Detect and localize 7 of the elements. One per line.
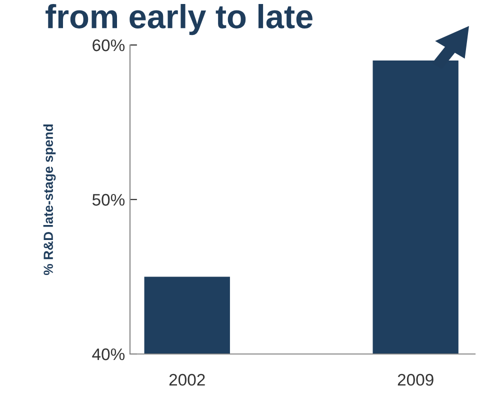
y-axis-title: % R&D late-stage spend	[43, 124, 56, 276]
x-tick-label: 2009	[398, 374, 434, 386]
y-tick-label: 40%	[92, 348, 125, 360]
y-tick-label: 60%	[92, 39, 125, 52]
y-tick-label: 50%	[92, 194, 125, 206]
x-tick-label: 2002	[169, 374, 205, 386]
chart-title: from early to late	[46, 4, 312, 36]
